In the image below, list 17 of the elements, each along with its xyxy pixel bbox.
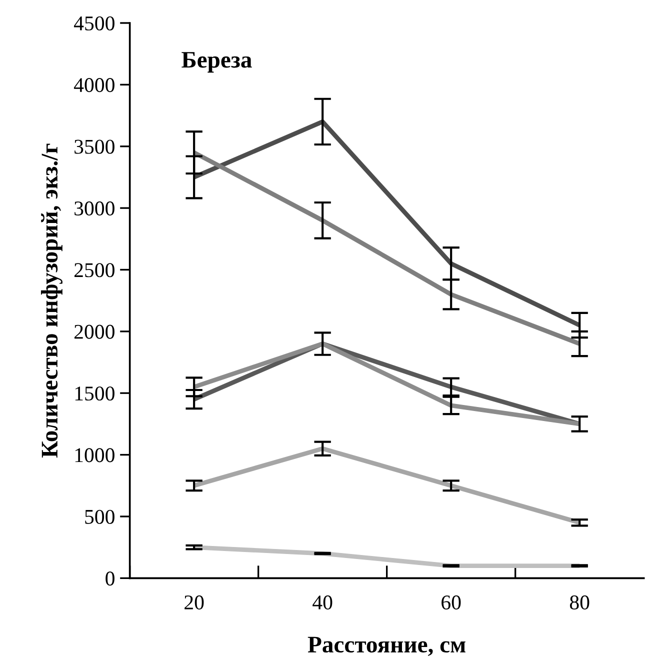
y-tick-label: 1000 [75,448,114,462]
x-axis-title: Расстояние, см [308,636,466,656]
y-axis-title: Количество инфузорий, экз./г [40,144,62,458]
y-tick-label: 3000 [74,201,114,216]
text: Береза [182,52,252,73]
x-tick-label: 40 [312,595,332,610]
y-tick-label: 4000 [74,78,114,92]
x-tick-label: 20 [184,595,204,610]
y-tick-label: 1500 [75,386,114,401]
x-tick-label: 80 [570,595,590,610]
y-tick-label: 0 [106,572,114,586]
y-tick-label: 2000 [74,324,114,339]
y-tick-label: 2500 [74,263,114,278]
x-tick-label: 60 [442,595,461,610]
y-tick-label: 500 [85,510,114,524]
y-tick-label: 4500 [74,16,114,30]
y-tick-label: 3500 [74,140,114,154]
